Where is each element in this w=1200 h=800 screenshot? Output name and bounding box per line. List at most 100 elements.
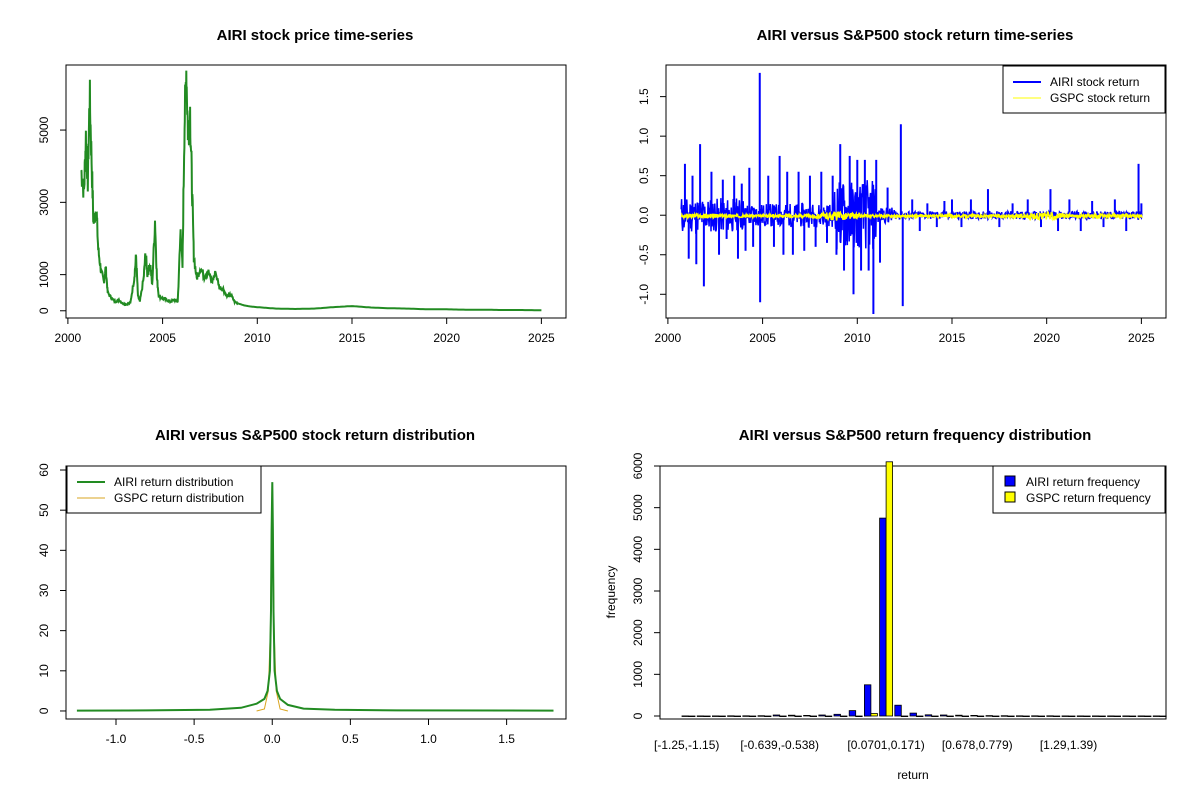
bar	[985, 715, 993, 717]
bar	[940, 714, 948, 717]
legend-box	[1002, 65, 1166, 114]
series-layer	[76, 482, 554, 712]
y-tick-label: 3000	[631, 577, 645, 604]
bar	[733, 715, 741, 718]
bar	[688, 715, 696, 718]
x-axis: 2000 2005 2010 2015 2020 2025	[655, 317, 1155, 345]
bar	[1113, 715, 1121, 718]
y-tick-label: 3000	[37, 189, 51, 216]
chart-title: AIRI versus S&P500 stock return distribu…	[155, 427, 475, 444]
bar	[1144, 715, 1152, 718]
bar	[681, 715, 689, 717]
y-tick-label: 1.0	[637, 127, 651, 144]
bar	[1061, 715, 1069, 717]
y-tick-label: 20	[37, 624, 51, 638]
bar	[748, 715, 757, 718]
x-tick-label: 0.0	[264, 732, 281, 746]
series-layer	[680, 72, 1143, 315]
bar	[788, 714, 796, 717]
bar	[818, 714, 826, 717]
series-line-airi-density	[76, 482, 554, 712]
y-tick-label: 30	[37, 583, 51, 597]
bar	[864, 684, 872, 717]
bar-layer	[681, 461, 1167, 718]
x-category-label: [0.678,0.779)	[942, 738, 1013, 752]
y-axis: 0 10 20 30 40 50 60	[37, 463, 67, 714]
bar	[1000, 715, 1009, 717]
y-tick-label: 0	[37, 307, 51, 314]
bar	[1152, 715, 1161, 717]
y-tick-label: 1.5	[637, 88, 651, 105]
chart-title: AIRI versus S&P500 return frequency dist…	[739, 427, 1092, 444]
x-tick-label: 2005	[149, 331, 176, 345]
y-axis: -1.0 -0.5 0.0 0.5 1.0 1.5	[637, 88, 667, 305]
x-tick-label: 2005	[749, 331, 776, 345]
y-tick-label: 6000	[631, 452, 645, 479]
bar	[1137, 715, 1145, 717]
bar	[840, 715, 848, 718]
bar	[727, 715, 735, 717]
legend: AIRI return frequency GSPC return freque…	[992, 465, 1166, 514]
y-tick-label: 0	[37, 707, 51, 714]
bar	[1092, 715, 1100, 717]
x-axis: 2000 2005 2010 2015 2020 2025	[55, 317, 555, 345]
chart-title: AIRI versus S&P500 stock return time-ser…	[757, 27, 1074, 44]
y-tick-label: 0	[631, 712, 645, 719]
bar	[1107, 715, 1115, 717]
x-tick-label: 2015	[939, 331, 966, 345]
bar	[833, 713, 841, 717]
legend-label-gspc: GSPC return frequency	[1026, 491, 1151, 505]
bar	[916, 715, 924, 718]
x-category-label: [-0.639,-0.538)	[740, 738, 819, 752]
legend: AIRI stock return GSPC stock return	[1002, 65, 1166, 114]
x-category-label: [1.29,1.39)	[1040, 738, 1097, 752]
bar	[809, 715, 817, 718]
y-tick-label: 0.5	[637, 167, 651, 184]
bar	[879, 517, 887, 717]
bar	[909, 712, 917, 717]
y-axis: 0 1000 3000 5000	[37, 116, 67, 314]
bar	[1022, 715, 1030, 718]
x-tick-label: 2000	[655, 331, 682, 345]
bar	[870, 713, 878, 717]
y-tick-label: 1000	[631, 661, 645, 688]
bar	[824, 715, 833, 718]
bar	[1007, 715, 1015, 718]
bar	[1098, 715, 1106, 718]
legend-label-gspc: GSPC stock return	[1050, 91, 1150, 105]
series-layer	[80, 70, 542, 312]
x-tick-label: 2010	[844, 331, 871, 345]
bar	[1046, 715, 1054, 717]
x-axis: -1.0 -0.5 0.0 0.5 1.0 1.5	[106, 718, 515, 746]
bar	[712, 715, 720, 717]
bar	[1037, 715, 1045, 718]
bar	[1068, 715, 1076, 718]
bar	[955, 714, 963, 717]
y-tick-label: 4000	[631, 536, 645, 563]
bar	[742, 715, 750, 717]
y-tick-label: -1.0	[637, 284, 651, 305]
series-line-airi-price	[80, 70, 542, 312]
x-tick-label: 2020	[433, 331, 460, 345]
x-tick-label: 2025	[528, 331, 555, 345]
y-tick-label: 60	[37, 463, 51, 477]
x-tick-label: 2025	[1128, 331, 1155, 345]
y-tick-label: -0.5	[637, 244, 651, 265]
chart-title: AIRI stock price time-series	[217, 27, 414, 44]
bar	[1128, 715, 1137, 718]
legend-box	[992, 465, 1166, 514]
legend: AIRI return distribution GSPC return dis…	[66, 465, 262, 514]
bar	[794, 715, 802, 718]
series-line-gspc-return	[680, 210, 1143, 222]
x-axis: [-1.25,-1.15) [-0.639,-0.538) [0.0701,0.17…	[654, 738, 1097, 752]
x-tick-label: -1.0	[106, 732, 127, 746]
bar	[1052, 715, 1061, 718]
legend-swatch-airi	[1004, 475, 1016, 487]
bar	[924, 714, 933, 717]
y-axis-label: frequency	[604, 566, 618, 619]
y-tick-label: 5000	[37, 116, 51, 143]
bar	[757, 715, 765, 717]
